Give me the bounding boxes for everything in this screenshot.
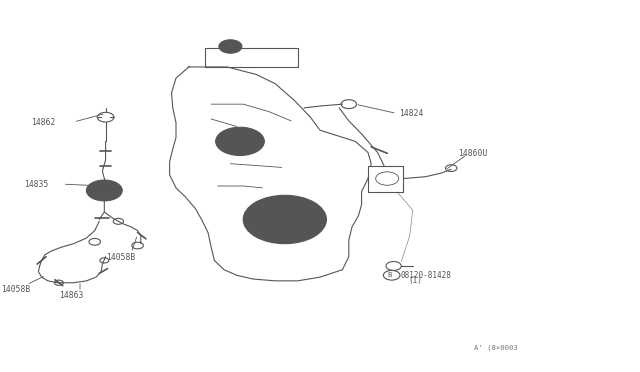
Text: 14824: 14824 <box>399 109 424 118</box>
Circle shape <box>86 180 122 201</box>
Circle shape <box>243 195 326 244</box>
Text: 14862: 14862 <box>31 118 55 126</box>
Text: 14860U: 14860U <box>458 149 487 158</box>
Circle shape <box>216 127 264 155</box>
Text: 08120-81428: 08120-81428 <box>401 271 451 280</box>
Bar <box>368 166 403 192</box>
Text: 14863: 14863 <box>60 291 84 300</box>
Text: 14835: 14835 <box>24 180 49 189</box>
Text: A' (8×0003: A' (8×0003 <box>474 344 517 351</box>
Text: 14058B: 14058B <box>106 253 135 262</box>
Text: (1): (1) <box>408 276 422 285</box>
Text: B: B <box>388 272 392 278</box>
Circle shape <box>219 40 242 53</box>
Polygon shape <box>170 67 371 281</box>
Text: 14058B: 14058B <box>1 285 31 294</box>
